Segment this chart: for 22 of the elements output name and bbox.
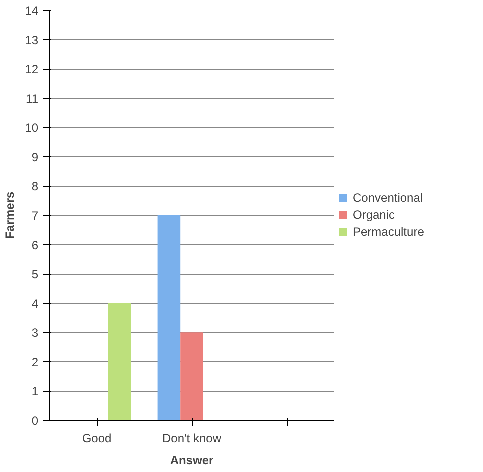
y-tick-label: 12 bbox=[25, 62, 39, 77]
legend-label: Conventional bbox=[353, 191, 424, 205]
y-tick-label: 14 bbox=[25, 4, 39, 18]
y-tick-label: 5 bbox=[32, 268, 39, 282]
legend-label: Organic bbox=[353, 208, 396, 222]
y-tick-label: 9 bbox=[32, 150, 39, 164]
x-tick-label: Good bbox=[82, 432, 112, 446]
y-tick-label: 0 bbox=[32, 414, 39, 428]
y-tick-label: 4 bbox=[32, 296, 39, 311]
x-axis-title: Answer bbox=[170, 454, 214, 468]
y-tick-label: 3 bbox=[32, 326, 39, 340]
legend-label: Permaculture bbox=[353, 225, 424, 239]
y-tick-label: 13 bbox=[25, 33, 39, 48]
y-tick-label: 11 bbox=[26, 92, 39, 106]
y-tick-label: 2 bbox=[32, 355, 39, 370]
y-tick-label: 8 bbox=[32, 180, 39, 194]
y-axis-title: Farmers bbox=[3, 191, 18, 240]
y-tick-label: 1 bbox=[32, 384, 39, 399]
y-tick-label: 10 bbox=[25, 121, 39, 136]
x-tick-label: Don't know bbox=[162, 432, 222, 446]
y-tick-label: 6 bbox=[32, 238, 39, 252]
y-tick-label: 7 bbox=[32, 209, 39, 223]
